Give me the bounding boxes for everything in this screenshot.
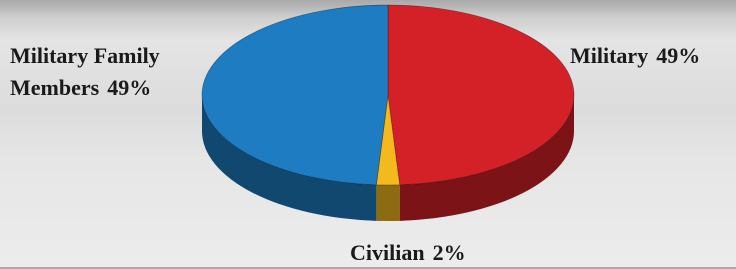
page: {"chart_data": {"type": "pie", "categori… — [0, 0, 736, 267]
value-label: 2% — [433, 240, 466, 265]
category-label: Military — [570, 43, 648, 68]
slice-side-shade — [376, 185, 399, 221]
value-label: 49% — [656, 43, 700, 68]
slice-label: Military 49% — [570, 40, 700, 72]
value-label: 49% — [107, 75, 151, 100]
category-label: Civilian — [350, 240, 425, 265]
slice-label: Civilian 2% — [350, 237, 466, 269]
